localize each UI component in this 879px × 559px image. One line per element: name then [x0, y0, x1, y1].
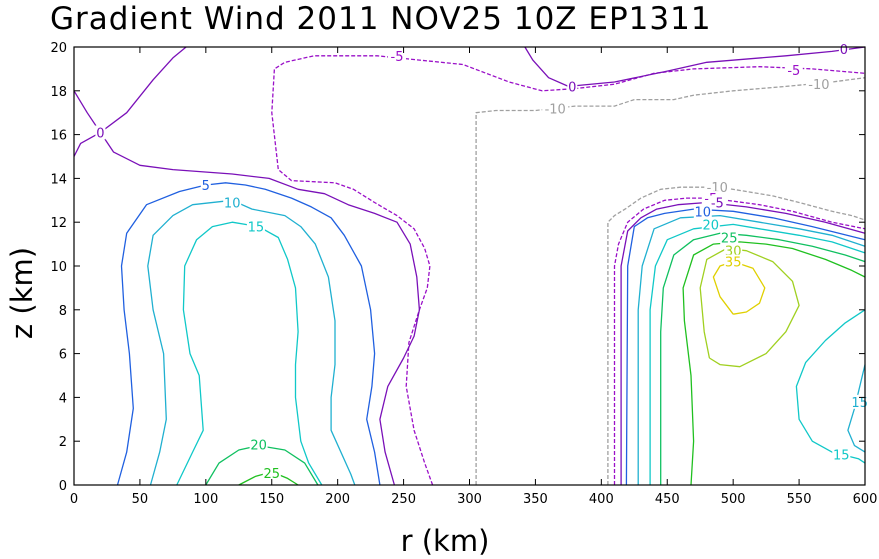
contour-line — [524, 46, 866, 88]
x-tick-label: 150 — [259, 492, 284, 507]
contour-line — [682, 241, 866, 486]
contour-label: 25 — [721, 232, 738, 247]
contour-line — [625, 208, 866, 486]
contour-label-background — [724, 243, 743, 258]
contour-line — [712, 260, 766, 315]
x-tick-label: 550 — [787, 492, 812, 507]
contour-label-background — [850, 394, 869, 409]
y-tick-label: 8 — [59, 304, 67, 319]
contour-line — [847, 364, 866, 453]
contour-label-background — [805, 77, 832, 92]
contour-line — [795, 309, 866, 464]
contour-label-background — [832, 447, 851, 462]
contour-label-background — [701, 217, 720, 232]
contour-line — [147, 199, 356, 486]
contour-label-layer: -10-10-10-5-5-5000-551010151515202025253… — [95, 42, 869, 482]
contour-label: 35 — [725, 256, 742, 271]
x-tick-label: 450 — [655, 492, 680, 507]
contour-line — [176, 221, 323, 486]
contour-layer — [73, 46, 866, 486]
x-tick-label: 50 — [132, 492, 149, 507]
x-tick-label: 350 — [523, 492, 548, 507]
y-tick-label: 20 — [50, 41, 67, 56]
contour-label-background — [95, 125, 106, 140]
contour-label-background — [708, 195, 727, 210]
y-tick-label: 12 — [50, 216, 67, 231]
y-tick-label: 6 — [59, 348, 67, 363]
contour-label: -5 — [711, 197, 724, 212]
x-axis-title: r (km) — [401, 524, 490, 558]
x-tick-label: 600 — [853, 492, 878, 507]
y-tick-label: 16 — [50, 129, 67, 144]
contour-label: 15 — [833, 448, 850, 463]
contour-label-background — [704, 180, 731, 195]
y-tick-label: 10 — [50, 260, 67, 275]
contour-line — [660, 232, 866, 485]
contour-label: 10 — [224, 197, 241, 212]
contour-line — [116, 182, 381, 486]
contour-label: 5 — [202, 179, 210, 194]
contour-line — [99, 132, 421, 486]
contour-line — [475, 77, 866, 485]
contour-line — [637, 214, 866, 485]
x-tick-label: 500 — [721, 492, 746, 507]
contour-label-background — [262, 466, 281, 480]
contour-label-background — [838, 42, 849, 57]
y-tick-label: 4 — [59, 391, 67, 406]
contour-line — [699, 247, 800, 368]
contour-line — [613, 197, 866, 485]
contour-label: -10 — [545, 102, 566, 117]
contour-line — [620, 201, 866, 485]
contour-label-background — [246, 219, 265, 234]
x-tick-label: 250 — [391, 492, 416, 507]
contour-line — [649, 223, 866, 485]
contour-label: -10 — [808, 78, 829, 93]
x-tick-label: 400 — [589, 492, 614, 507]
contour-line — [73, 46, 187, 157]
contour-label-background — [200, 178, 211, 192]
contour-label: 15 — [248, 221, 265, 236]
x-tick-label: 200 — [325, 492, 350, 507]
x-tick-label: 0 — [70, 492, 78, 507]
contour-line — [271, 55, 866, 486]
contour-label-background — [720, 230, 739, 245]
contour-label: 0 — [840, 43, 848, 58]
y-tick-label: 14 — [50, 172, 67, 187]
contour-label: 15 — [851, 396, 868, 411]
contour-label: 0 — [568, 80, 576, 95]
contour-label: 20 — [703, 218, 720, 233]
y-tick-label: 18 — [50, 85, 67, 100]
x-tick-label: 300 — [457, 492, 482, 507]
x-tick-label: 100 — [193, 492, 218, 507]
y-axis: 0 2 4 6 8 10 12 14 16 18 20 — [50, 41, 865, 494]
contour-label-background — [249, 437, 268, 452]
contour-label: 0 — [96, 126, 104, 141]
contour-label: 20 — [250, 439, 267, 454]
contour-line — [607, 186, 866, 485]
y-tick-label: 0 — [59, 479, 67, 494]
contour-label: 25 — [264, 467, 281, 482]
contour-label-background — [724, 254, 743, 269]
contour-label-background — [693, 204, 712, 219]
contour-label-background — [784, 63, 803, 77]
y-axis-title: z (km) — [5, 247, 39, 339]
contour-label-background — [388, 48, 406, 63]
contour-label-background — [567, 79, 578, 94]
contour-label: 10 — [695, 205, 712, 220]
y-tick-label: 2 — [59, 435, 67, 450]
contour-label-background — [223, 195, 242, 210]
chart-title: Gradient Wind 2011 NOV25 10Z EP1311 — [50, 1, 712, 37]
contour-label: -5 — [391, 50, 404, 65]
contour-label-background — [542, 101, 569, 116]
x-axis: 0 50 100 150 200 250 300 350 400 450 500 550 600 — [70, 47, 878, 507]
contour-label: -5 — [787, 64, 800, 79]
